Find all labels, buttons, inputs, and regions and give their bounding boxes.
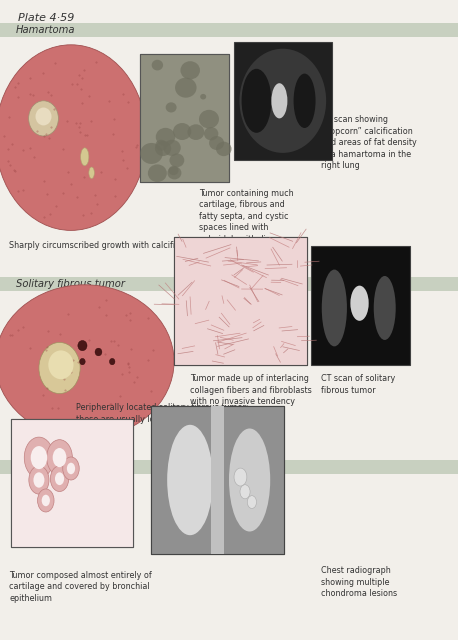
Ellipse shape xyxy=(152,60,163,70)
Ellipse shape xyxy=(49,351,73,379)
Ellipse shape xyxy=(164,140,181,156)
Circle shape xyxy=(38,489,54,512)
Ellipse shape xyxy=(80,358,85,365)
Ellipse shape xyxy=(173,123,191,140)
Text: Plate 4·59: Plate 4·59 xyxy=(18,13,75,23)
Bar xyxy=(174,237,307,365)
Ellipse shape xyxy=(229,429,270,531)
Ellipse shape xyxy=(140,143,163,164)
Bar xyxy=(234,42,332,160)
Ellipse shape xyxy=(166,102,177,113)
Bar xyxy=(311,246,410,365)
Ellipse shape xyxy=(155,140,167,151)
Ellipse shape xyxy=(0,285,174,438)
Ellipse shape xyxy=(271,83,288,118)
Ellipse shape xyxy=(200,94,206,99)
Circle shape xyxy=(42,495,50,506)
Ellipse shape xyxy=(187,124,204,140)
Ellipse shape xyxy=(169,166,179,175)
Text: Chest radiograph
showing multiple
chondroma lesions: Chest radiograph showing multiple chondr… xyxy=(321,566,397,598)
Text: Chondroma: Chondroma xyxy=(16,461,74,472)
Text: Hamartoma: Hamartoma xyxy=(16,25,76,35)
Circle shape xyxy=(24,437,54,478)
Ellipse shape xyxy=(28,101,58,136)
Circle shape xyxy=(29,466,49,494)
Bar xyxy=(0,277,458,291)
Ellipse shape xyxy=(209,136,224,150)
Ellipse shape xyxy=(204,127,218,140)
Ellipse shape xyxy=(89,167,94,179)
Ellipse shape xyxy=(39,342,80,394)
Bar xyxy=(0,460,458,474)
Bar xyxy=(151,406,284,554)
Circle shape xyxy=(234,468,247,486)
Ellipse shape xyxy=(167,425,213,535)
Ellipse shape xyxy=(35,108,51,125)
Bar xyxy=(11,419,133,547)
Bar xyxy=(211,406,224,554)
Circle shape xyxy=(63,457,79,480)
Ellipse shape xyxy=(155,141,171,156)
Ellipse shape xyxy=(0,45,147,230)
Bar xyxy=(11,419,133,547)
Text: Peripherally located solitary fibrous tumor;
these are usually local on the pleu: Peripherally located solitary fibrous tu… xyxy=(76,403,251,424)
Ellipse shape xyxy=(148,164,167,182)
Ellipse shape xyxy=(199,110,219,129)
Ellipse shape xyxy=(169,154,184,167)
Text: Tumor composed almost entirely of
cartilage and covered by bronchial
epithelium: Tumor composed almost entirely of cartil… xyxy=(9,571,152,603)
Circle shape xyxy=(47,440,72,476)
Circle shape xyxy=(55,472,64,485)
Text: Tumor containing much
cartilage, fibrous and
fatty septa, and cystic
spaces line: Tumor containing much cartilage, fibrous… xyxy=(199,189,294,244)
Circle shape xyxy=(50,466,69,492)
Text: CT scan showing
“popcorn” calcification
and areas of fat density
in a hamartoma : CT scan showing “popcorn” calcification … xyxy=(321,115,416,170)
Ellipse shape xyxy=(240,49,326,153)
Text: Solitary fibrous tumor: Solitary fibrous tumor xyxy=(16,279,125,289)
Ellipse shape xyxy=(216,141,232,156)
Ellipse shape xyxy=(242,68,271,132)
Bar xyxy=(151,406,284,554)
Ellipse shape xyxy=(95,348,102,356)
Bar xyxy=(0,23,458,37)
Circle shape xyxy=(31,446,47,469)
Circle shape xyxy=(33,472,44,488)
Text: CT scan of solitary
fibrous tumor: CT scan of solitary fibrous tumor xyxy=(321,374,395,395)
Ellipse shape xyxy=(168,166,181,179)
Ellipse shape xyxy=(78,340,87,351)
Circle shape xyxy=(53,448,66,467)
Ellipse shape xyxy=(350,285,369,321)
Circle shape xyxy=(240,484,250,499)
Bar xyxy=(140,54,229,182)
Circle shape xyxy=(247,495,256,508)
Text: Sharply circumscribed growth with calcified areas: Sharply circumscribed growth with calcif… xyxy=(9,241,210,250)
Ellipse shape xyxy=(109,358,115,365)
Ellipse shape xyxy=(180,61,200,79)
Ellipse shape xyxy=(81,148,89,166)
Circle shape xyxy=(67,463,75,474)
Ellipse shape xyxy=(322,269,347,346)
Ellipse shape xyxy=(294,74,316,128)
Text: Tumor made up of interlacing
collagen fibers and fibroblasts
with no invasive te: Tumor made up of interlacing collagen fi… xyxy=(190,374,312,406)
Ellipse shape xyxy=(374,276,396,340)
Ellipse shape xyxy=(156,128,175,146)
Bar xyxy=(174,237,307,365)
Bar xyxy=(140,54,229,182)
Ellipse shape xyxy=(175,77,196,98)
